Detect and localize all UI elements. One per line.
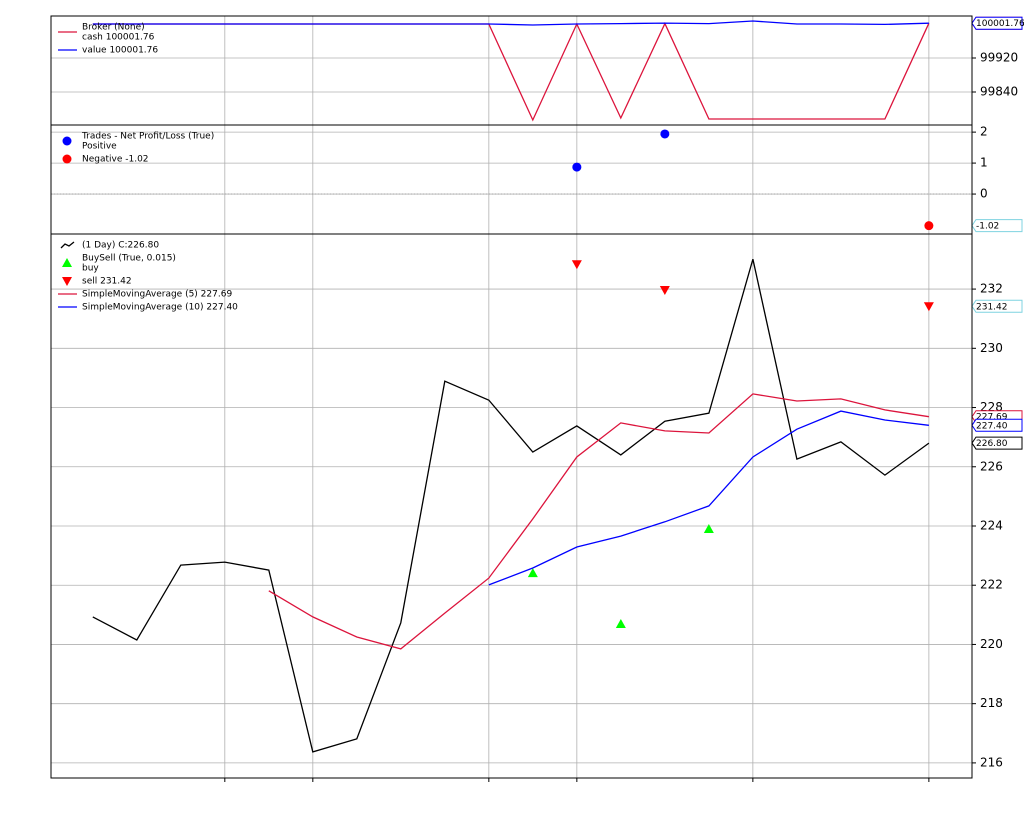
y-tick-label: 216 bbox=[980, 755, 1003, 769]
y-tick-label: 220 bbox=[980, 637, 1003, 651]
legend-label: value 100001.76 bbox=[82, 46, 158, 56]
legend-label: SimpleMovingAverage (5) 227.69 bbox=[82, 290, 232, 300]
legend-icon bbox=[62, 154, 72, 164]
value-tag bbox=[971, 16, 1023, 30]
y-tick-label: 218 bbox=[980, 696, 1003, 710]
y-tick-label: 222 bbox=[980, 578, 1003, 592]
plot-frame bbox=[50, 233, 973, 779]
y-tick-label: 0 bbox=[980, 187, 988, 201]
legend-label: (1 Day) C:226.80 bbox=[82, 241, 159, 251]
point bbox=[660, 129, 670, 139]
buy-marker bbox=[615, 619, 626, 629]
value-tag-label: 227.69 bbox=[976, 413, 1008, 423]
legend-item: (1 Day) C:226.80 bbox=[60, 241, 159, 251]
legend-item: Positive bbox=[62, 136, 117, 152]
legend-label: cash 100001.76 bbox=[82, 33, 155, 43]
y-tick-label: 232 bbox=[980, 282, 1003, 296]
legend-icon bbox=[62, 277, 72, 286]
value-tag bbox=[971, 219, 1023, 233]
value-tag bbox=[971, 418, 1023, 432]
legend-item: SimpleMovingAverage (5) 227.69 bbox=[58, 290, 232, 300]
legend-item: SimpleMovingAverage (10) 227.40 bbox=[58, 303, 238, 313]
series-line bbox=[488, 410, 929, 586]
y-tick-label: 224 bbox=[980, 518, 1003, 532]
value-tag-label: 100001.76 bbox=[976, 19, 1024, 29]
legend-label: SimpleMovingAverage (10) 227.40 bbox=[82, 303, 238, 313]
legend-title: Trades - Net Profit/Loss (True) bbox=[81, 132, 214, 142]
value-tag bbox=[971, 299, 1023, 313]
value-tag-label: 226.80 bbox=[976, 439, 1008, 449]
point bbox=[572, 162, 582, 172]
legend-icon bbox=[62, 258, 72, 267]
value-tag-label: 227.40 bbox=[976, 421, 1008, 431]
legend-item: Negative -1.02 bbox=[62, 154, 149, 165]
y-tick-label: 230 bbox=[980, 341, 1003, 355]
legend-label: Positive bbox=[82, 142, 117, 152]
legend-title: Broker (None) bbox=[82, 23, 145, 33]
legend-item: value 100001.76 bbox=[58, 46, 158, 56]
y-tick-label: 1 bbox=[980, 156, 988, 170]
buy-marker bbox=[527, 568, 538, 578]
series-line bbox=[268, 393, 929, 650]
legend-item: sell 231.42 bbox=[62, 277, 132, 287]
value-tag bbox=[971, 436, 1023, 450]
legend-title: BuySell (True, 0.015) bbox=[82, 254, 176, 264]
buy-marker bbox=[703, 523, 714, 533]
legend-label: sell 231.42 bbox=[82, 277, 132, 287]
y-tick-label: 226 bbox=[980, 459, 1003, 473]
sell-marker bbox=[571, 260, 582, 270]
series-line bbox=[92, 22, 930, 122]
plot-frame bbox=[50, 15, 973, 126]
series-line bbox=[92, 259, 930, 753]
legend-item: buy bbox=[62, 258, 99, 274]
y-tick-label: 2 bbox=[980, 125, 988, 139]
legend-item: cash 100001.76 bbox=[58, 31, 155, 43]
legend-label: buy bbox=[82, 264, 99, 274]
legend-icon bbox=[60, 241, 75, 249]
series-line bbox=[92, 20, 929, 26]
legend-label: Negative -1.02 bbox=[82, 155, 149, 165]
y-tick-label: 99920 bbox=[980, 50, 1018, 64]
value-tag-label: -1.02 bbox=[976, 222, 999, 232]
y-tick-label: 99840 bbox=[980, 84, 1018, 98]
legend-icon bbox=[62, 136, 72, 146]
sell-marker bbox=[659, 285, 670, 295]
value-tag-label: 231.42 bbox=[976, 302, 1008, 312]
point bbox=[924, 221, 934, 231]
sell-marker bbox=[923, 302, 934, 312]
